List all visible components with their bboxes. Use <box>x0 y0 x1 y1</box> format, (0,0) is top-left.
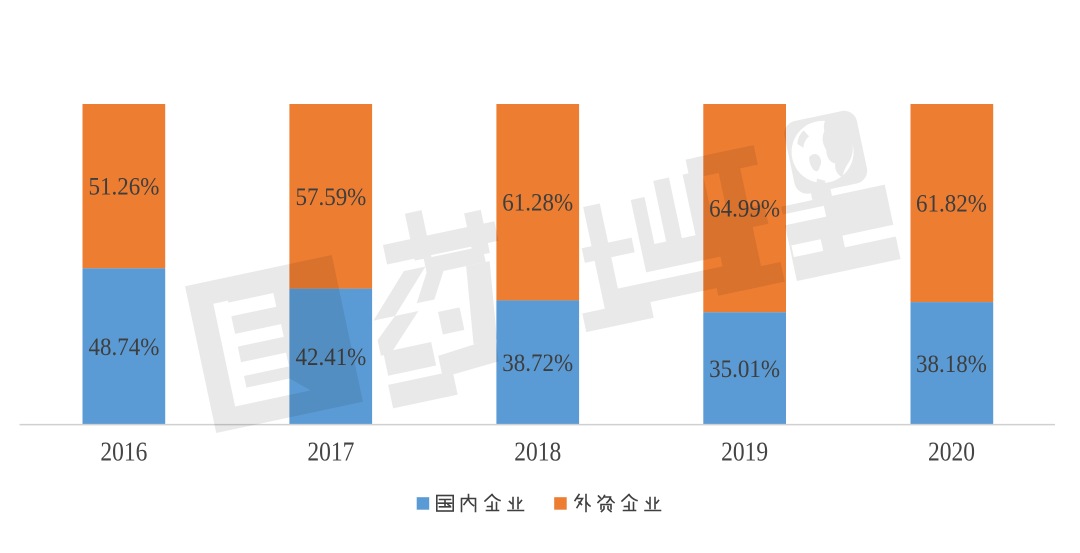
svg-text:38.72%: 38.72% <box>502 349 573 377</box>
svg-text:2019: 2019 <box>721 436 768 467</box>
svg-text:2016: 2016 <box>100 436 147 467</box>
svg-text:2018: 2018 <box>514 436 561 467</box>
svg-text:2020: 2020 <box>928 436 975 467</box>
svg-text:2017: 2017 <box>307 436 354 467</box>
svg-text:61.28%: 61.28% <box>502 189 573 217</box>
svg-text:38.18%: 38.18% <box>916 350 987 378</box>
svg-text:61.82%: 61.82% <box>916 189 987 217</box>
svg-text:51.26%: 51.26% <box>89 173 160 201</box>
svg-text:48.74%: 48.74% <box>89 333 160 361</box>
svg-text:57.59%: 57.59% <box>295 183 366 211</box>
svg-text:35.01%: 35.01% <box>709 355 780 383</box>
